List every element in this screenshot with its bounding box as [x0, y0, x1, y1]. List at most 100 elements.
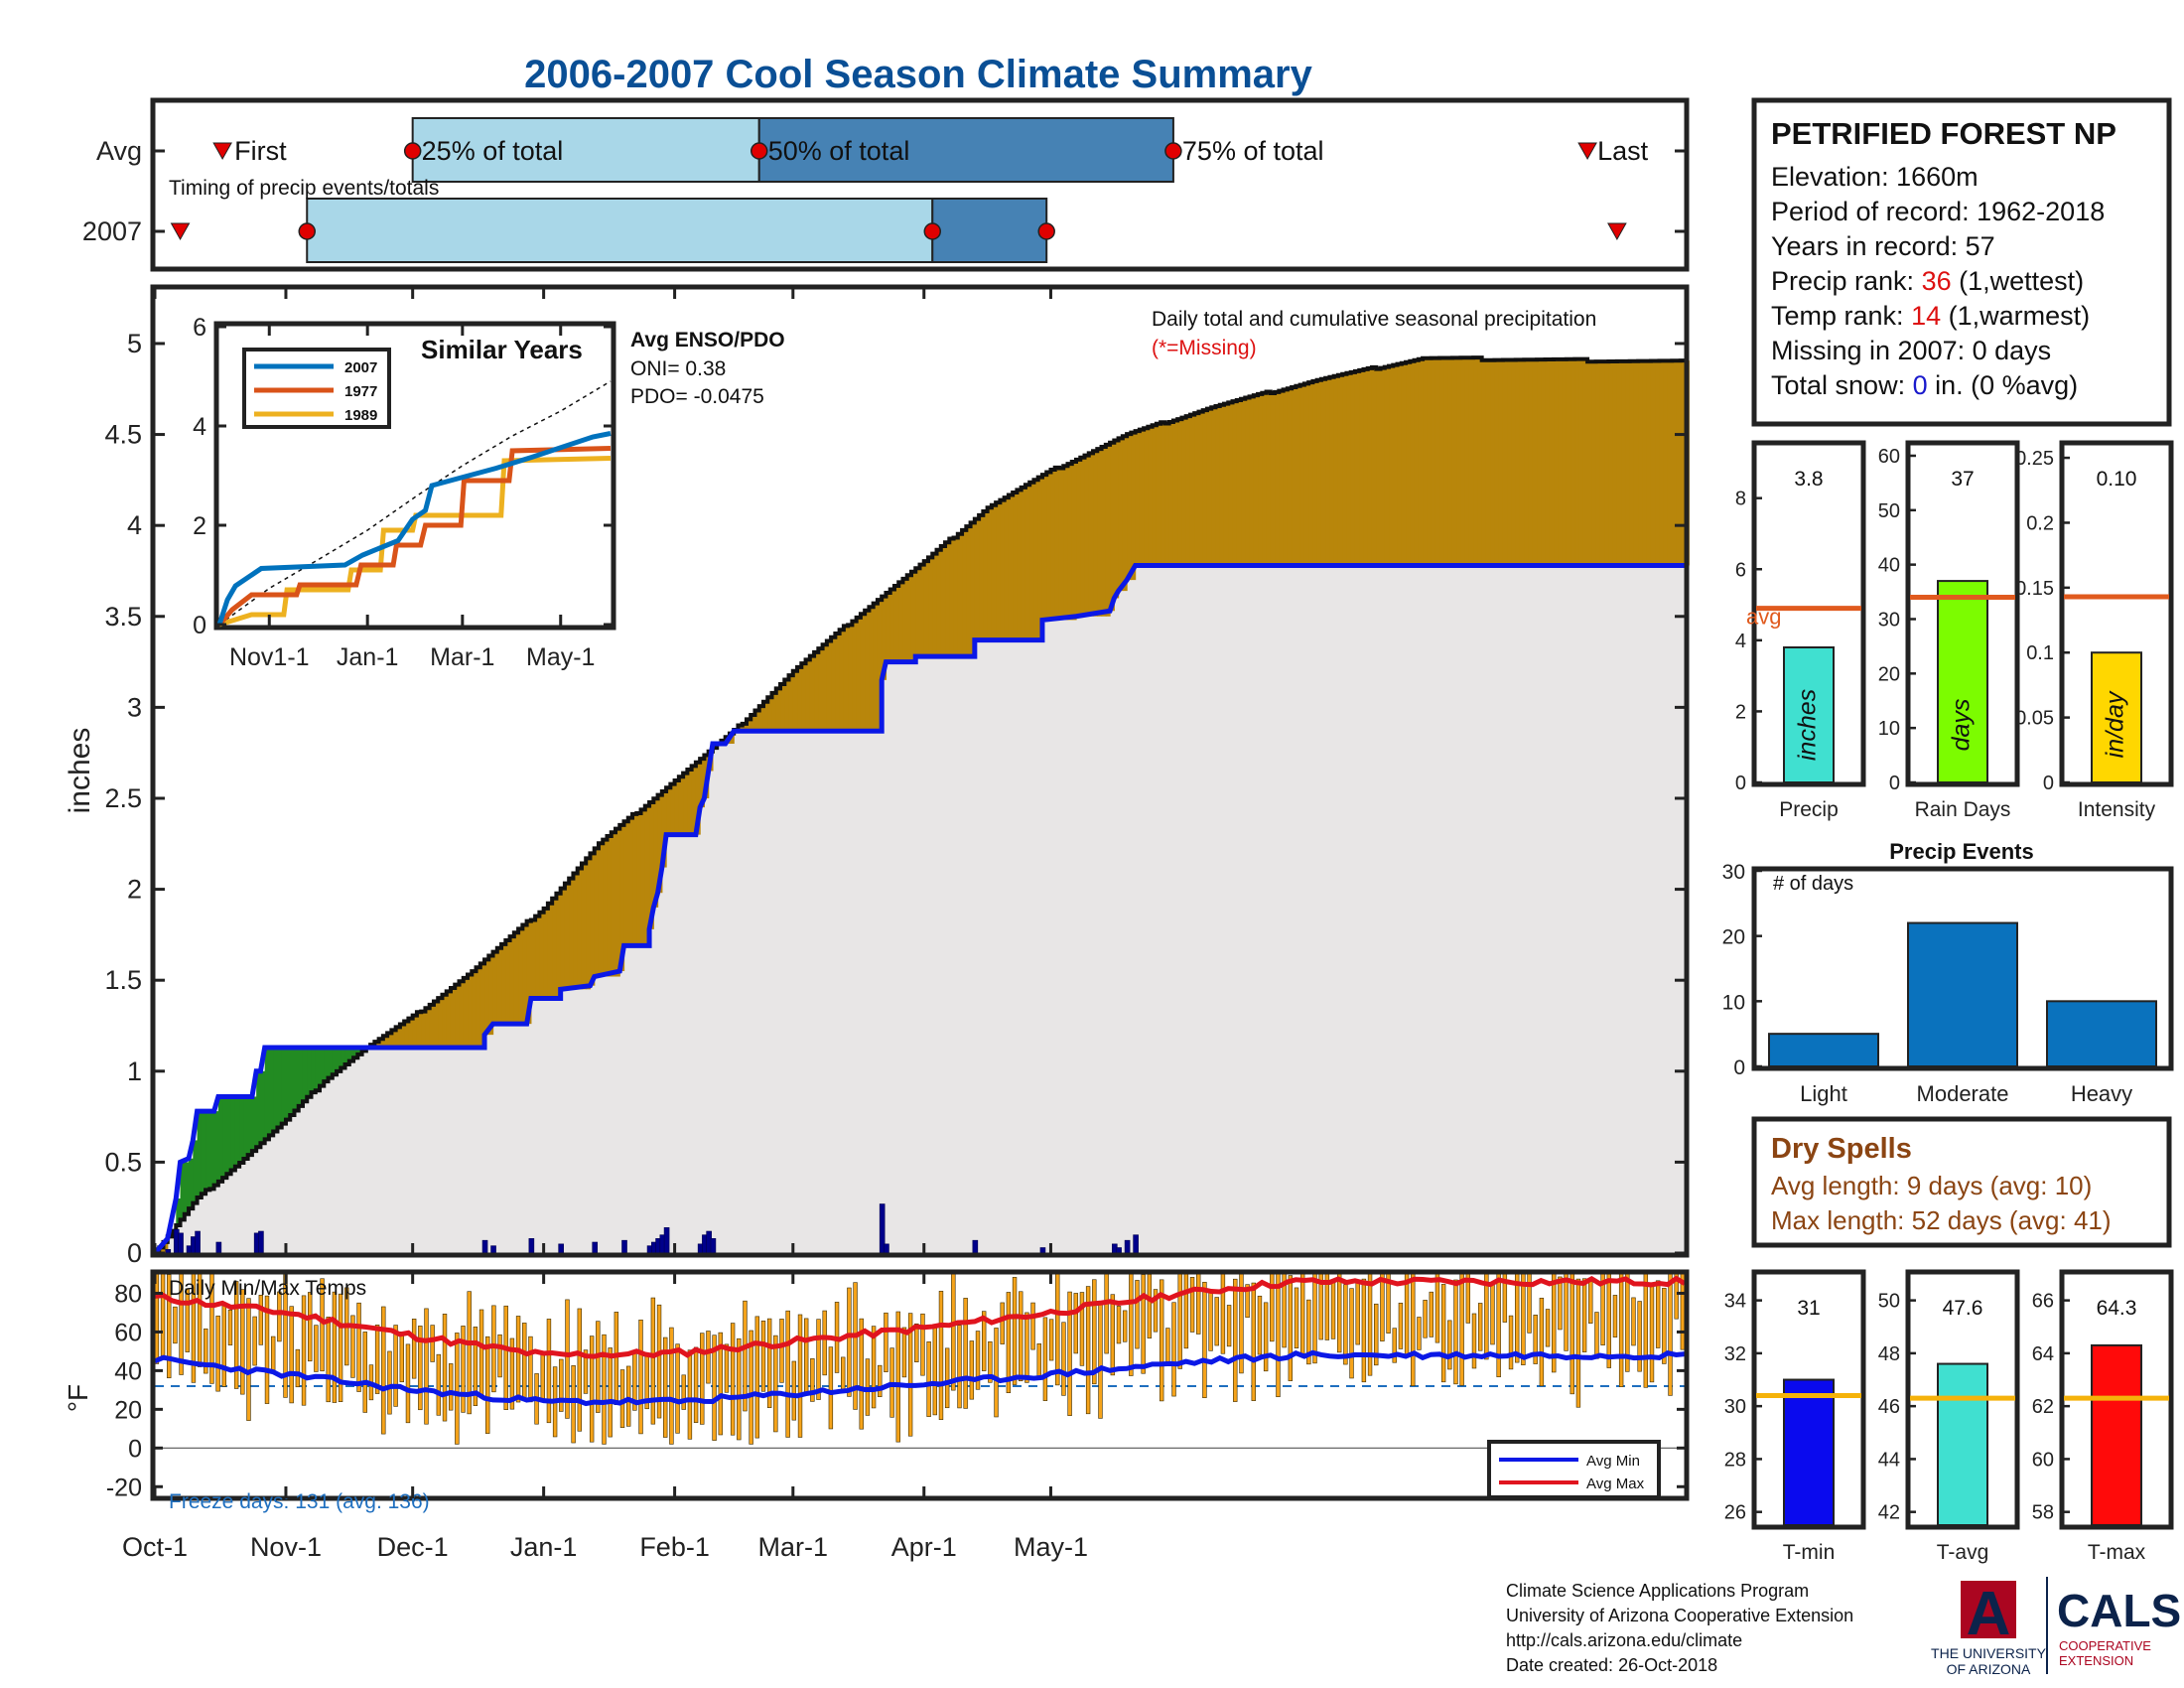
precip-events-category: Moderate: [1917, 1081, 2009, 1106]
mini-avg-label: avg: [1746, 605, 1781, 630]
precip-below-avg-fill: [1292, 386, 1297, 566]
precip-below-avg-fill: [1423, 357, 1428, 566]
precip-below-avg-fill: [1655, 360, 1661, 566]
precip-below-avg-fill: [412, 1015, 418, 1048]
precip-below-avg-fill: [505, 940, 511, 1025]
precip-above-avg-fill: [209, 1111, 215, 1190]
precip-above-avg-fill: [243, 1096, 249, 1160]
precip-panel: 0 0.5 1 1.5 2 2.5 3 3.5 4 4.5 5 inches Daily total…: [64, 284, 1690, 1268]
precip-above-avg-fill: [176, 1198, 182, 1225]
precip-below-avg-fill: [1063, 466, 1069, 621]
precip-below-avg-fill: [433, 1001, 439, 1048]
precip-below-avg-fill: [653, 798, 659, 908]
precip-below-avg-fill: [936, 549, 942, 657]
legend-avg-min: Avg Min: [1586, 1453, 1640, 1470]
precip-below-avg-fill: [1616, 360, 1622, 566]
precip-below-avg-fill: [1172, 420, 1178, 566]
precip-above-avg-fill: [260, 1070, 266, 1144]
precip-above-avg-fill: [264, 1047, 270, 1140]
daily-temp-bar: [559, 1358, 564, 1412]
daily-temp-bar: [1570, 1273, 1574, 1395]
precip-below-avg-fill: [1397, 363, 1403, 566]
precip-below-avg-fill: [1232, 401, 1238, 566]
mini-bar: [1783, 646, 1835, 783]
daily-temp-bar: [387, 1350, 392, 1415]
daily-temp-bar: [1514, 1273, 1520, 1363]
daily-temp-bar: [1496, 1273, 1501, 1378]
precip-below-avg-fill: [1037, 477, 1043, 640]
precip-below-avg-fill: [1050, 469, 1056, 621]
mini-y-tick-label: 64: [2032, 1343, 2054, 1365]
daily-temp-bar: [963, 1298, 968, 1409]
precip-y-tick-label: 0: [127, 1238, 142, 1268]
inset-x-tick-label: Nov1-1: [229, 643, 310, 671]
mini-bar: [2091, 651, 2142, 783]
mini-panel-rain-days: 37 Rain Days 0 10 20 30 40 50 60 days: [1878, 440, 2020, 821]
precip-below-avg-fill: [1017, 490, 1023, 640]
daily-temp-bar: [1306, 1299, 1311, 1365]
precip-below-avg-fill: [1021, 487, 1026, 640]
daily-temp-bar: [1440, 1284, 1446, 1383]
daily-temp-bar: [1423, 1300, 1428, 1338]
precip-below-avg-fill: [1258, 393, 1263, 566]
mini-y-tick-label: 0.15: [2015, 578, 2054, 600]
precip-below-avg-fill: [1642, 360, 1648, 566]
precip-below-avg-fill: [1013, 492, 1019, 640]
timing-marker-p25: [403, 142, 422, 160]
daily-temp-bar: [1631, 1297, 1636, 1346]
precip-below-avg-fill: [1308, 382, 1313, 566]
precip-below-avg-fill: [1156, 423, 1161, 566]
daily-temp-bar: [1655, 1280, 1661, 1348]
precip-below-avg-fill: [818, 648, 824, 732]
precip-below-avg-fill: [1080, 457, 1086, 617]
station-missing: Missing in 2007: 0 days: [1771, 336, 2051, 365]
precip-events-bar-light: [1768, 1033, 1879, 1067]
precip-above-avg-fill: [247, 1096, 253, 1156]
daily-temp-bar: [1061, 1322, 1066, 1396]
mini-y-tick-label: 44: [1878, 1449, 1900, 1471]
mini-y-tick-label: 0: [2043, 773, 2054, 794]
date-tick-label: May-1: [1014, 1532, 1088, 1562]
precip-below-avg-fill: [547, 903, 553, 999]
precip-above-avg-fill: [341, 1047, 346, 1068]
precip-below-avg-fill: [822, 644, 828, 732]
precip-below-avg-fill: [1612, 360, 1618, 566]
temp-plot: [154, 1273, 1687, 1449]
daily-temp-bar: [1312, 1273, 1317, 1364]
daily-temp-bar: [160, 1273, 166, 1359]
mini-y-tick-label: 6: [1735, 559, 1746, 581]
precip-below-avg-fill: [1084, 455, 1090, 617]
daily-temp-bar: [565, 1299, 570, 1419]
mini-y-tick-label: 62: [2032, 1396, 2054, 1418]
mini-category-label: Precip: [1779, 798, 1839, 821]
daily-temp-bar: [1612, 1295, 1618, 1337]
precip-average-line: [155, 355, 1690, 1255]
precip-below-avg-fill: [1144, 428, 1149, 566]
daily-temp-bar: [424, 1308, 429, 1425]
daily-temp-bar: [503, 1305, 508, 1411]
daily-temp-bar: [1564, 1273, 1569, 1351]
precip-below-avg-fill: [882, 596, 887, 680]
precip-plot: [153, 355, 1690, 1255]
precip-daily-bar: [1133, 1234, 1139, 1254]
daily-temp-bar: [338, 1293, 343, 1402]
precip-below-avg-fill: [1241, 398, 1246, 566]
precip-below-avg-fill: [1380, 367, 1386, 566]
precip-below-avg-fill: [1000, 499, 1006, 640]
precip-daily-bar: [592, 1241, 599, 1254]
dry-spells-box: Dry Spells Avg length: 9 days (avg: 10) …: [1751, 1116, 2172, 1248]
precip-y-tick-label: 2.5: [104, 783, 142, 813]
precip-above-avg-fill: [294, 1047, 300, 1111]
dry-spells-title: Dry Spells: [1771, 1133, 1912, 1165]
precip-below-avg-fill: [1367, 367, 1373, 566]
precip-y-tick-label: 0.5: [104, 1147, 142, 1177]
daily-temp-bar: [797, 1314, 803, 1438]
precip-daily-bar: [558, 1243, 564, 1254]
daily-temp-bar: [1085, 1286, 1091, 1415]
daily-temp-bar: [374, 1325, 380, 1394]
daily-temp-bar: [1276, 1273, 1281, 1398]
precip-below-avg-fill: [623, 821, 629, 946]
dry-spells-avg: Avg length: 9 days (avg: 10): [1771, 1171, 2092, 1200]
daily-temp-bar: [957, 1325, 962, 1409]
daily-temp-bar: [1006, 1292, 1012, 1393]
